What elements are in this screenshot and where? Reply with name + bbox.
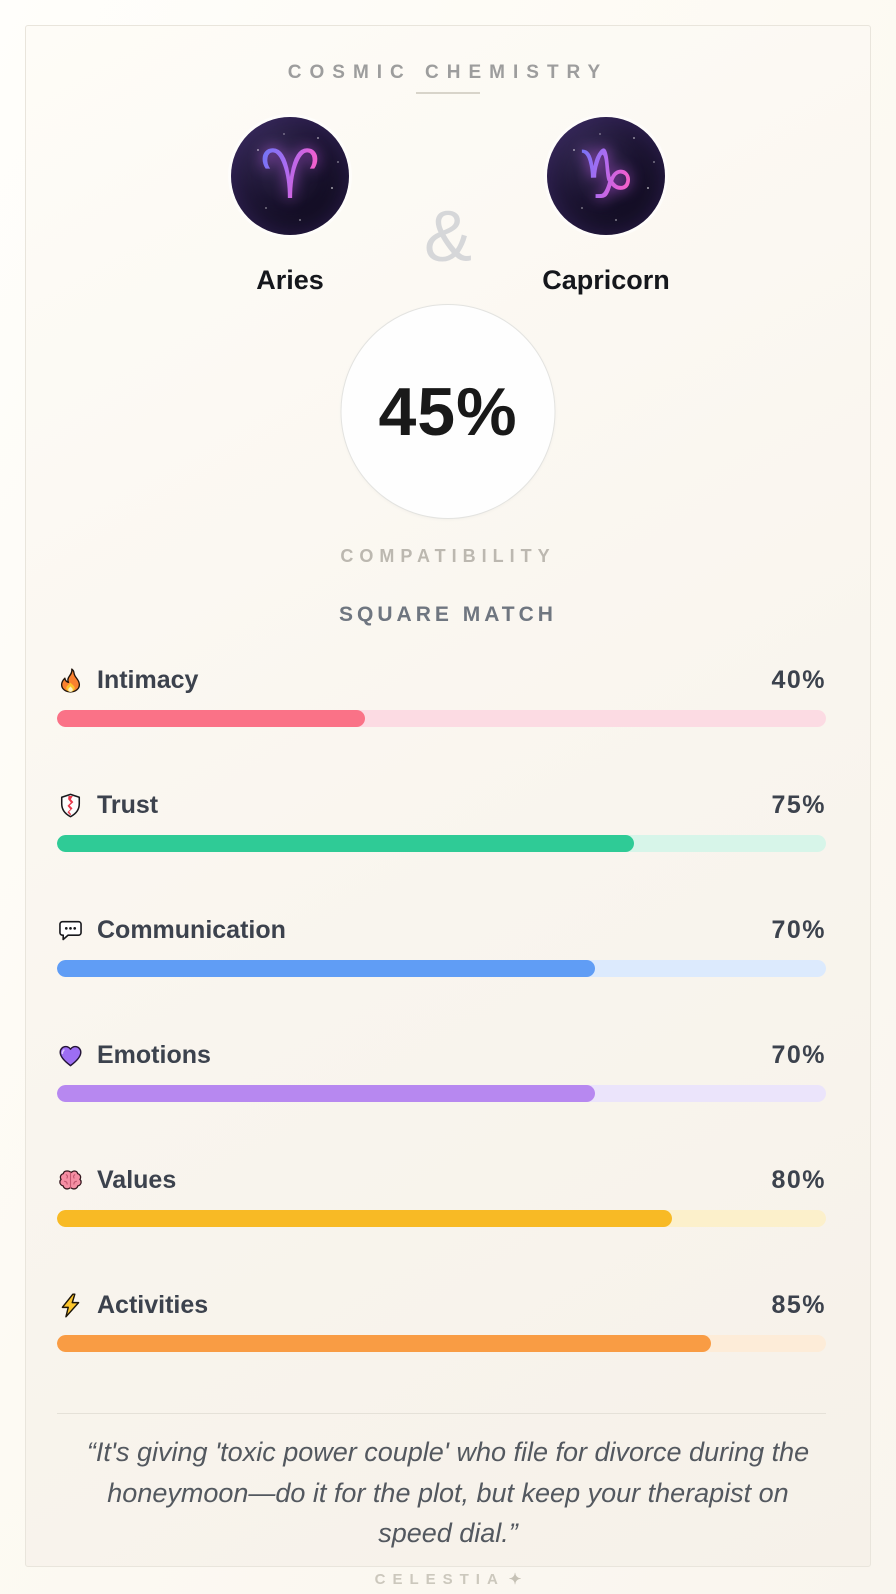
aries-zodiac-icon: ♈ xyxy=(259,136,321,215)
progress-fill xyxy=(57,1085,596,1102)
card-header: COSMIC CHEMISTRY xyxy=(26,62,870,94)
metric-row-intimacy: Intimacy 40% xyxy=(57,664,826,727)
metric-value: 70% xyxy=(771,1040,826,1069)
speech-bubble-icon xyxy=(59,920,82,940)
metric-value: 70% xyxy=(771,915,826,944)
lightning-icon xyxy=(61,1292,80,1318)
progress-fill xyxy=(57,1210,673,1227)
progress-fill xyxy=(57,960,596,977)
capricorn-avatar: ♑ xyxy=(547,117,665,235)
match-type-label: SQUARE MATCH xyxy=(339,603,557,626)
sparkle-icon: ✦ xyxy=(508,1571,522,1588)
progress-track xyxy=(57,960,826,977)
metric-label: Communication xyxy=(97,915,286,944)
metric-value: 80% xyxy=(771,1165,826,1194)
metric-row-trust: Trust 75% xyxy=(57,789,826,852)
compatibility-score-circle: 45% xyxy=(340,304,556,519)
metric-value: 75% xyxy=(771,790,826,819)
brain-icon xyxy=(59,1169,82,1190)
progress-track xyxy=(57,1210,826,1227)
verdict-quote: “It's giving 'toxic power couple' who fi… xyxy=(55,1432,841,1554)
progress-track xyxy=(57,1085,826,1102)
score-value: 45% xyxy=(378,373,518,450)
fire-icon xyxy=(60,667,81,693)
aries-avatar: ♈ xyxy=(231,117,349,235)
metric-row-activities: Activities 85% xyxy=(57,1289,826,1352)
sign-right-name: Capricorn xyxy=(542,265,670,295)
metric-row-values: Values 80% xyxy=(57,1164,826,1227)
title-underline xyxy=(416,92,480,94)
ampersand-separator: & xyxy=(423,197,473,277)
metric-value: 85% xyxy=(771,1290,826,1319)
sign-pair: ♈ Aries ♑ Capricorn & xyxy=(26,117,870,296)
brand-name: CELESTIA xyxy=(374,1571,505,1588)
shield-icon xyxy=(60,793,81,817)
metric-label: Emotions xyxy=(97,1040,211,1069)
progress-track xyxy=(57,710,826,727)
brand-footer: CELESTIA ✦ xyxy=(0,1570,896,1588)
sign-right: ♑ Capricorn xyxy=(506,117,706,296)
compatibility-card: COSMIC CHEMISTRY ♈ Aries ♑ Capricorn & 4… xyxy=(25,25,871,1567)
progress-track xyxy=(57,835,826,852)
metric-value: 40% xyxy=(771,665,826,694)
progress-track xyxy=(57,1335,826,1352)
compatibility-label: COMPATIBILITY xyxy=(340,546,556,566)
capricorn-zodiac-icon: ♑ xyxy=(575,136,637,215)
metric-label: Intimacy xyxy=(97,665,199,694)
quote-line: honeymoon—do it for the plot, but keep y… xyxy=(107,1477,789,1508)
quote-divider xyxy=(57,1413,826,1414)
progress-fill xyxy=(57,1335,711,1352)
progress-fill xyxy=(57,710,365,727)
page-title: COSMIC CHEMISTRY xyxy=(287,62,609,83)
metric-label: Activities xyxy=(97,1290,209,1319)
purple-heart-icon xyxy=(59,1045,82,1066)
quote-line: speed dial.” xyxy=(378,1518,518,1548)
metric-label: Values xyxy=(97,1165,177,1194)
metric-label: Trust xyxy=(97,790,159,819)
sign-left: ♈ Aries xyxy=(190,117,390,296)
quote-line: “It's giving 'toxic power couple' who fi… xyxy=(86,1437,810,1467)
metric-row-emotions: Emotions 70% xyxy=(57,1039,826,1102)
progress-fill xyxy=(57,835,634,852)
metric-row-communication: Communication 70% xyxy=(57,914,826,977)
sign-left-name: Aries xyxy=(256,265,324,295)
